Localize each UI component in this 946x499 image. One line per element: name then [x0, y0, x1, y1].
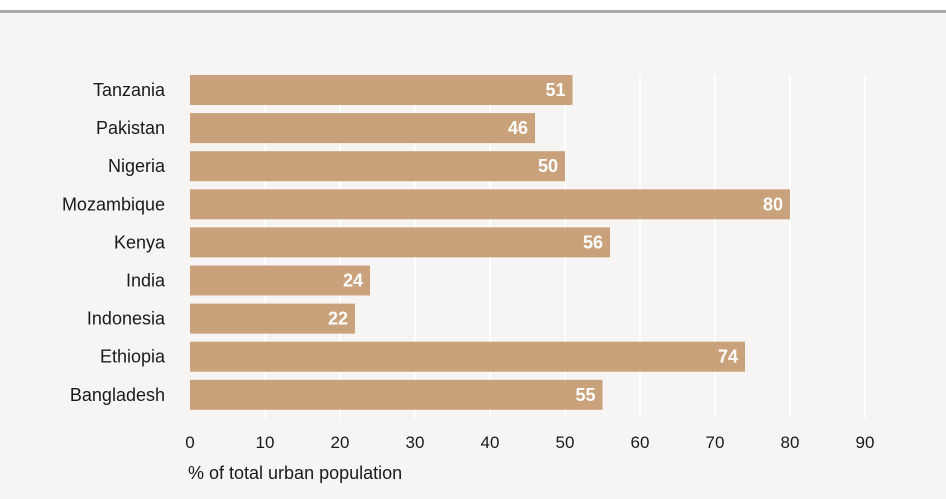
x-tick-label: 60	[631, 433, 650, 452]
bar-indonesia	[190, 303, 355, 334]
x-tick-label: 40	[481, 433, 500, 452]
value-label: 51	[545, 80, 565, 100]
bar-pakistan	[190, 113, 535, 144]
x-tick-label: 0	[185, 433, 194, 452]
value-label: 56	[583, 232, 603, 252]
value-label: 80	[763, 194, 783, 214]
category-labels: Tanzania Pakistan Nigeria Mozambique Kenya In…	[62, 80, 166, 405]
value-label: 22	[328, 309, 348, 329]
value-label: 46	[508, 118, 528, 138]
category-label: Bangladesh	[70, 385, 165, 405]
value-label: 50	[538, 156, 558, 176]
x-tick-label: 50	[556, 433, 575, 452]
value-label: 55	[575, 385, 595, 405]
x-tick-label: 30	[406, 433, 425, 452]
bar-india	[190, 265, 370, 296]
category-label: India	[126, 271, 166, 291]
x-axis-title: % of total urban population	[188, 463, 402, 483]
value-label: 24	[343, 271, 363, 291]
category-label: Pakistan	[96, 118, 165, 138]
category-label: Nigeria	[108, 156, 166, 176]
x-tick-label: 80	[781, 433, 800, 452]
category-label: Tanzania	[93, 80, 166, 100]
bar-nigeria	[190, 151, 565, 182]
category-label: Mozambique	[62, 194, 165, 214]
category-label: Indonesia	[87, 309, 166, 329]
x-tick-label: 70	[706, 433, 725, 452]
x-tick-label: 90	[856, 433, 875, 452]
bars: 51 46 50 80 56 24 22 74 55	[190, 75, 790, 410]
x-tick-label: 20	[331, 433, 350, 452]
bar-mozambique	[190, 189, 790, 220]
bar-tanzania	[190, 75, 573, 105]
category-label: Ethiopia	[100, 347, 166, 367]
x-tick-label: 10	[256, 433, 275, 452]
bar-bangladesh	[190, 379, 603, 410]
category-label: Kenya	[114, 232, 166, 252]
value-label: 74	[718, 347, 738, 367]
bar-kenya	[190, 227, 610, 258]
x-tick-labels: 0 10 20 30 40 50 60 70 80 90	[185, 433, 874, 452]
top-divider	[0, 0, 946, 13]
bar-ethiopia	[190, 341, 745, 372]
